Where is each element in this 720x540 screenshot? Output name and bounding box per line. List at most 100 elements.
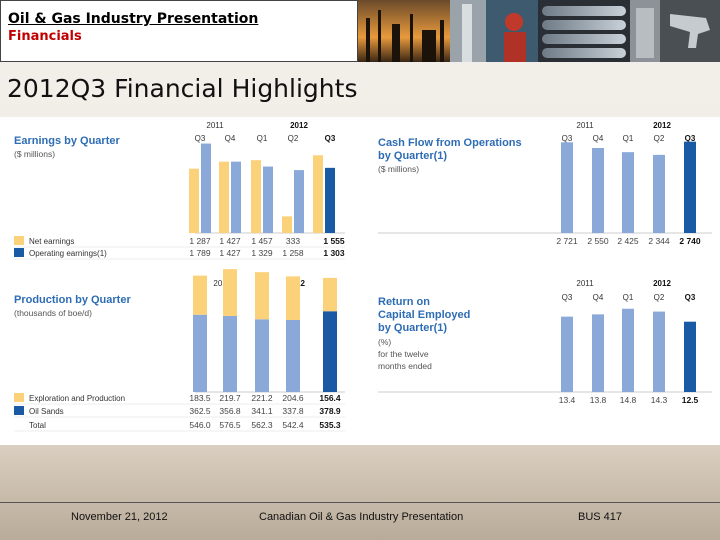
exploration-production-bar [193,275,207,315]
data-label: 337.8 [282,406,304,416]
data-label: 2 425 [617,236,639,246]
net-earnings-bar [282,216,292,233]
data-label: 1 457 [251,236,273,246]
data-label: 2 721 [556,236,578,246]
title-box: Oil & Gas Industry Presentation Financia… [0,0,358,62]
footer-date: November 21, 2012 [71,511,168,523]
operating-earnings-bar [325,167,335,233]
cashflow-title-line: by Quarter(1) [378,150,447,162]
production-subtitle: (thousands of boe/d) [14,308,92,318]
data-label: 13.4 [559,395,576,405]
earnings-subtitle: ($ millions) [14,149,55,159]
data-label: 2 740 [679,236,701,246]
year-label: 2011 [206,121,224,130]
presentation-title: Oil & Gas Industry Presentation [8,11,259,27]
quarter-tick: Q3 [685,293,696,302]
data-label: 221.2 [251,393,273,403]
refinery-photo [358,0,450,62]
data-label: 576.5 [219,420,241,430]
data-label: 333 [286,236,300,246]
data-label: 1 258 [282,248,304,258]
year-label: 2011 [576,279,594,288]
data-label: 546.0 [189,420,211,430]
data-label: 2 550 [587,236,609,246]
roce-bar [653,311,665,392]
oil-sands-bar [323,311,337,392]
header-banner: Oil & Gas Industry Presentation Financia… [0,0,720,62]
quarter-tick: Q3 [562,134,573,143]
cashflow-bar [622,152,634,233]
operating-earnings-bar [201,143,211,233]
roce-bar [684,321,696,392]
oil-sands-bar [223,315,237,392]
quarter-tick: Q1 [623,134,634,143]
exploration-production-bar [223,269,237,316]
production-chart: Production by Quarter (thousands of boe/d… [14,269,345,432]
data-label: 12.5 [682,395,699,405]
quarter-tick: Q4 [593,134,604,143]
earnings-title: Earnings by Quarter [14,135,120,147]
data-label: 1 555 [323,236,345,246]
oil-sands-bar [193,314,207,392]
quarter-tick: Q2 [288,134,299,143]
data-label: 14.8 [620,395,637,405]
year-label: 2012 [290,121,308,130]
financial-highlights-report: Earnings by Quarter ($ millions) 2011 2012 Q… [0,117,720,445]
cashflow-bar [653,154,665,233]
legend-swatch [14,248,24,257]
data-label: 341.1 [251,406,273,416]
quarter-tick: Q3 [685,134,696,143]
data-label: 1 329 [251,248,273,258]
oil-sands-bar [255,319,269,392]
footer-title: Canadian Oil & Gas Industry Presentation [259,511,464,523]
data-label: 1 427 [219,248,241,258]
quarter-tick: Q3 [325,134,336,143]
roce-bar [592,314,604,392]
cashflow-bar [592,148,604,233]
cashflow-bar [561,142,573,233]
year-label: 2011 [213,279,231,288]
cashflow-title-line: Cash Flow from Operations [378,137,522,149]
roce-subtitle-line: months ended [378,361,432,371]
exploration-production-bar [255,272,269,320]
roce-subtitle-line: for the twelve [378,349,429,359]
quarter-tick: Q4 [225,134,236,143]
slide-footer: November 21, 2012 Canadian Oil & Gas Ind… [0,502,720,540]
cashflow-bar [684,141,696,233]
legend-label: Operating earnings(1) [29,249,107,258]
data-label: 1 427 [219,236,241,246]
year-label: 2011 [576,121,594,130]
net-earnings-bar [189,168,199,233]
section-title: Financials [8,29,82,44]
data-label: 1 287 [189,236,211,246]
earnings-chart: Earnings by Quarter ($ millions) 2011 2012 Q… [14,121,345,260]
roce-title-line: Capital Employed [378,309,470,321]
net-earnings-bar [219,161,229,233]
net-earnings-bar [313,155,323,233]
data-label: 378.9 [319,406,341,416]
data-label: 1 303 [323,248,345,258]
year-label: 2012 [653,121,671,130]
data-label: 1 789 [189,248,211,258]
data-label: 362.5 [189,406,211,416]
operating-earnings-bar [263,166,273,233]
net-earnings-bar [251,160,261,233]
data-label: 204.6 [282,393,304,403]
production-title: Production by Quarter [14,294,131,306]
legend-label: Net earnings [29,237,74,246]
data-label: 562.3 [251,420,273,430]
exploration-production-bar [323,277,337,312]
slide-title: 2012Q3 Financial Highlights [7,74,358,103]
exploration-production-bar [286,276,300,321]
roce-subtitle-line: (%) [378,337,391,347]
legend-label: Oil Sands [29,407,64,416]
oil-sands-bar [286,320,300,392]
legend-label: Total [29,421,46,430]
quarter-tick: Q1 [257,134,268,143]
footer-course: BUS 417 [578,511,623,523]
quarter-tick: Q2 [654,293,665,302]
legend-swatch [14,236,24,245]
roce-bar [561,316,573,392]
data-label: 542.4 [282,420,304,430]
